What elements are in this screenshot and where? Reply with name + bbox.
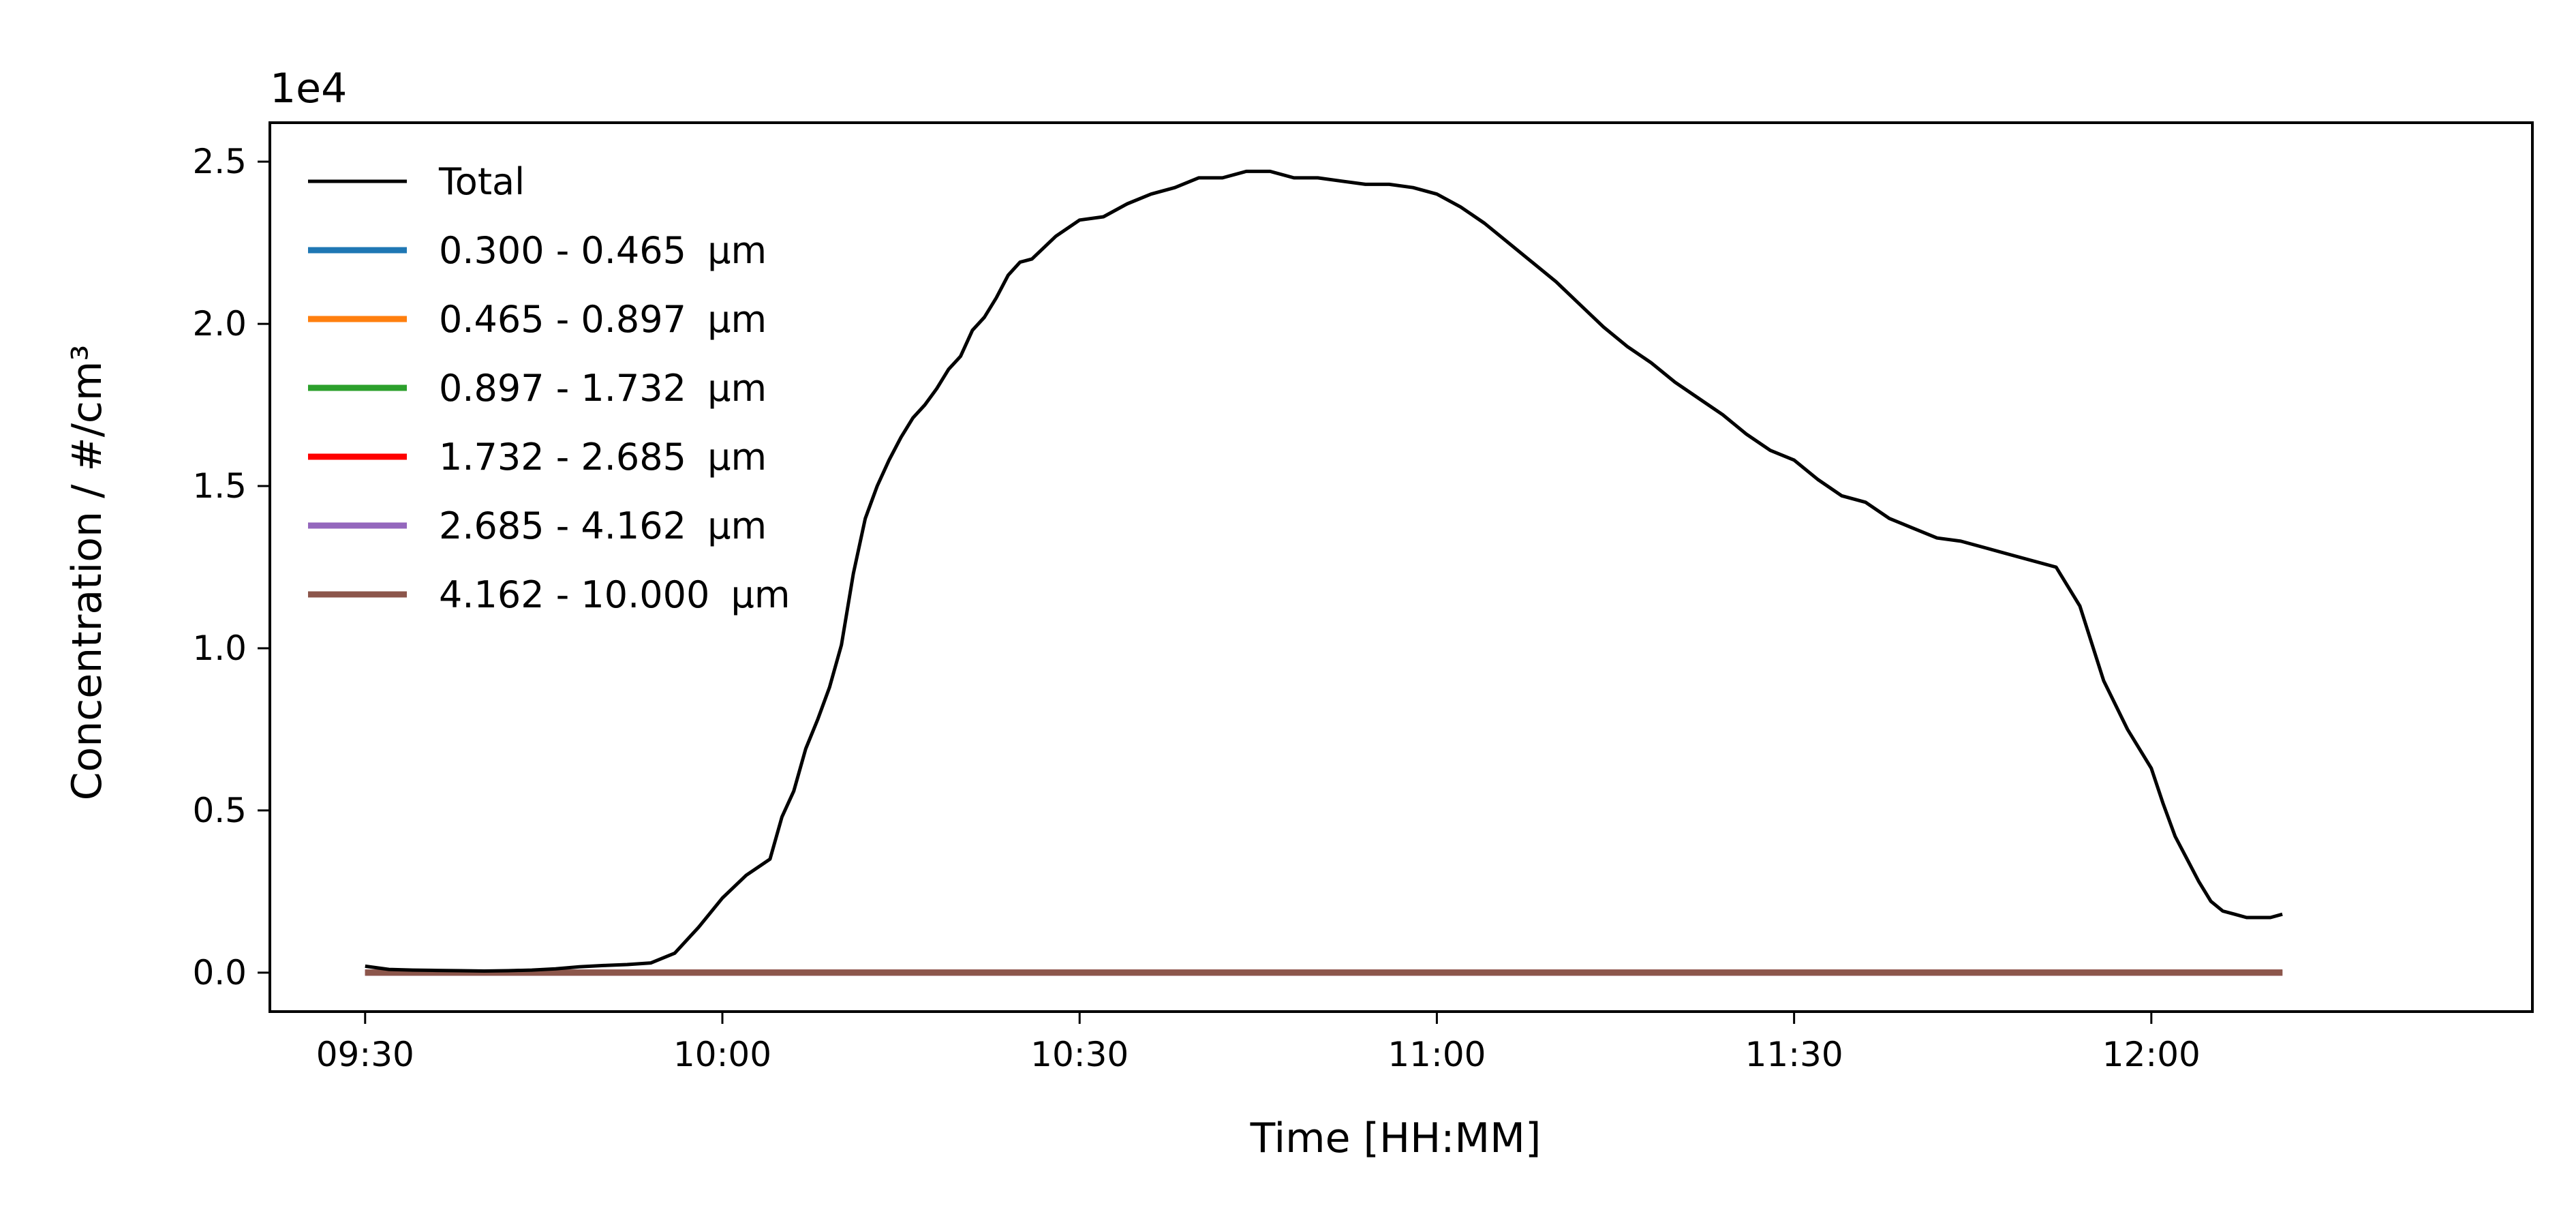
y-tick-label: 0.0 [192,953,247,993]
y-axis-label: Concentration / #/cm³ [63,345,111,801]
total-series-line [365,169,2283,973]
legend-label: 0.897 - 1.732 μm [439,367,767,410]
legend-label-range: 0.897 - 1.732 [439,367,698,410]
legend-label-range: 1.732 - 2.685 [439,436,698,479]
legend-label: 0.300 - 0.465 μm [439,229,767,272]
legend-label-unit: μm [707,298,767,341]
plot-area [365,169,2283,976]
legend-label-range: 0.300 - 0.465 [439,229,698,272]
legend-label-unit: μm [707,229,767,272]
y-tick-label: 1.0 [192,628,247,668]
plot-frame [269,121,2534,1013]
legend-label: 2.685 - 4.162 μm [439,504,767,547]
legend-label-range: 4.162 - 10.000 [439,573,722,616]
legend-label-range: 0.465 - 0.897 [439,298,698,341]
legend-label-range: 2.685 - 4.162 [439,504,698,547]
legend-label-unit: μm [707,436,767,479]
legend-label-unit: μm [731,573,791,616]
legend-label: 4.162 - 10.000 μm [439,573,791,616]
y-tick-label: 1.5 [192,466,247,506]
x-tick-label: 12:00 [2102,1035,2201,1074]
legend-label: 0.465 - 0.897 μm [439,298,767,341]
x-tick-label: 11:30 [1745,1035,1843,1074]
y-tick-label: 0.5 [192,791,247,830]
legend-label: Total [438,160,525,203]
x-axis: 09:30 10:00 10:30 11:00 11:30 12:00 [316,1012,2201,1074]
x-tick-label: 09:30 [316,1035,414,1074]
x-tick-label: 10:30 [1030,1035,1129,1074]
y-offset-text: 1e4 [270,65,347,112]
legend-label: 1.732 - 2.685 μm [439,436,767,479]
y-tick-label: 2.5 [192,142,247,181]
legend-label-unit: μm [707,367,767,410]
legend-label-unit: μm [707,504,767,547]
x-tick-label: 11:00 [1387,1035,1486,1074]
legend-label-range: Total [438,160,525,203]
y-axis: 0.0 0.5 1.0 1.5 2.0 2.5 [192,142,270,993]
x-axis-label: Time [HH:MM] [1250,1115,1542,1162]
y-tick-label: 2.0 [192,304,247,344]
x-tick-label: 10:00 [673,1035,771,1074]
